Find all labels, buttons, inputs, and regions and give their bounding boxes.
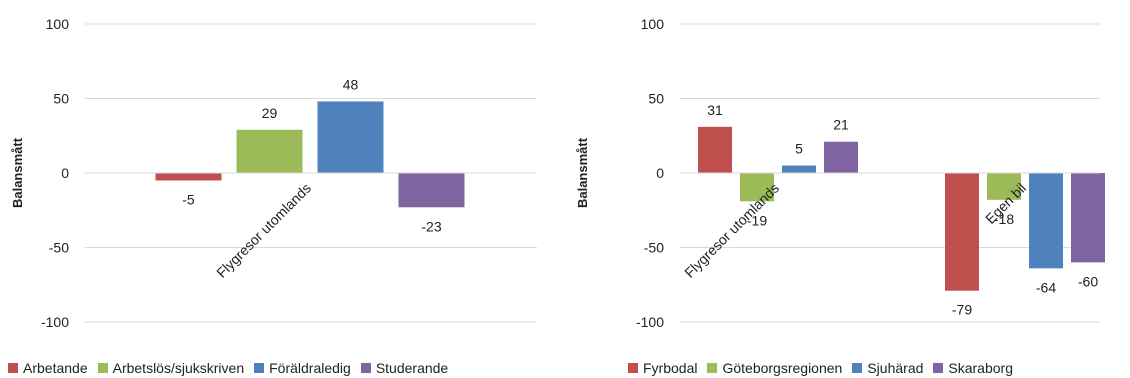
y-tick-label: 100: [46, 16, 70, 32]
legend-swatch: [628, 363, 638, 373]
bar-skaraborg: [824, 141, 858, 173]
bar-studerande: [398, 173, 465, 208]
y-tick-label: -50: [49, 240, 69, 256]
data-label: 21: [833, 117, 849, 133]
bar-fyrbodal: [698, 126, 732, 173]
data-label: -19: [747, 212, 767, 228]
y-axis-ticks: 100 50 0 -50 -100: [636, 16, 664, 330]
data-label: 48: [343, 76, 359, 92]
chart-panel-right: 100 50 0 -50 -100 Balansmått 31 -19 5 21 -79 -18 -64…: [565, 0, 1130, 378]
legend-swatch: [707, 363, 718, 373]
data-label: -60: [1078, 273, 1098, 289]
data-label: -64: [1036, 279, 1056, 295]
legend-swatch: [254, 363, 265, 373]
y-tick-label: 50: [648, 91, 664, 107]
chart-panel-left: 100 50 0 -50 -100 Balansmått -5 29 48 -23 Flygreso…: [8, 16, 537, 376]
legend-swatch: [360, 363, 371, 373]
data-label: -5: [182, 191, 195, 207]
legend-label: Fyrbodal: [643, 360, 698, 376]
data-labels: 31 -19 5 21 -79 -18 -64 -60: [707, 102, 1098, 318]
data-labels: -5 29 48 -23: [182, 76, 442, 234]
legend-item-arbetsl-s-sjukskriven: Arbetslös/sjukskriven: [97, 360, 245, 376]
y-tick-label: 100: [641, 16, 665, 32]
legend-item-sjuh-rad: Sjuhärad: [852, 360, 923, 376]
legend-label: Studerande: [375, 360, 449, 376]
category-labels: Flygresor utomlands: [213, 180, 314, 281]
bar-g-teborgsregionen: [987, 173, 1021, 200]
y-tick-label: 0: [61, 165, 69, 181]
bar-f-r-ldraledig: [317, 101, 384, 173]
y-tick-label: 50: [53, 91, 69, 107]
y-axis-label: Balansmått: [10, 137, 25, 208]
y-tick-label: -100: [41, 314, 69, 330]
data-label: 31: [707, 102, 723, 118]
legend-item-studerande: Studerande: [360, 360, 449, 376]
bar-sjuh-rad: [782, 165, 816, 173]
bar-arbetande: [155, 173, 222, 181]
data-label: -18: [994, 211, 1014, 227]
bar-fyrbodal: [945, 173, 979, 291]
legend-label: Föräldraledig: [269, 360, 351, 376]
legend-label: Göteborgsregionen: [722, 360, 843, 376]
y-axis-label: Balansmått: [575, 137, 590, 208]
bar-chart-right: 100 50 0 -50 -100 Balansmått 31 -19 5 21 -79 -18 -64…: [575, 16, 1105, 330]
bar-g-teborgsregionen: [740, 173, 774, 202]
y-tick-label: -100: [636, 314, 664, 330]
category-label: Flygresor utomlands: [213, 180, 314, 281]
bar-sjuh-rad: [1029, 173, 1063, 269]
data-label: -79: [952, 302, 972, 318]
y-tick-label: 0: [656, 165, 664, 181]
legend-item-g-teborgsregionen: Göteborgsregionen: [707, 360, 842, 376]
data-label: 29: [262, 105, 278, 121]
bar-chart-left: 100 50 0 -50 -100 Balansmått -5 29 48 -23 Flygreso…: [10, 16, 537, 330]
bar-arbetsl-s-sjukskriven: [236, 129, 303, 173]
legend-item-fyrbodal: Fyrbodal: [628, 360, 697, 376]
legend-item-skaraborg: Skaraborg: [933, 360, 1013, 376]
data-label: 5: [795, 141, 803, 157]
legend-swatch: [8, 363, 18, 373]
legend-label: Sjuhärad: [867, 360, 924, 376]
bar-skaraborg: [1071, 173, 1105, 263]
legend-swatch: [97, 363, 108, 373]
legend-swatch: [933, 363, 944, 373]
legend-item-f-r-ldraledig: Föräldraledig: [254, 360, 351, 376]
legend-swatch: [852, 363, 863, 373]
legend-label: Skaraborg: [948, 360, 1013, 376]
bars: [155, 101, 465, 208]
y-axis-ticks: 100 50 0 -50 -100: [41, 16, 69, 330]
legend-label: Arbetslös/sjukskriven: [112, 360, 245, 376]
legend-label: Arbetande: [23, 360, 88, 376]
legend-right: Fyrbodal Göteborgsregionen Sjuhärad Skarabo…: [628, 360, 1023, 376]
y-tick-label: -50: [644, 240, 664, 256]
bars: [698, 126, 1105, 291]
legend-item-arbetande: Arbetande: [8, 360, 88, 376]
category-label: Flygresor utomlands: [681, 180, 782, 281]
data-label: -23: [421, 218, 441, 234]
legend-left: Arbetande Arbetslös/sjukskriven Föräldrale…: [8, 360, 458, 376]
